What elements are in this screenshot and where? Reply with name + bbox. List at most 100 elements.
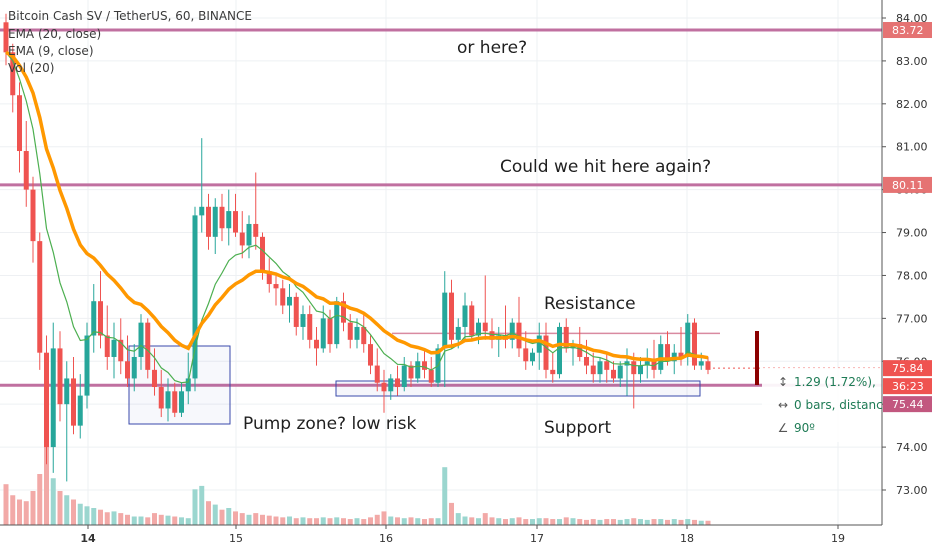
volume-bar	[658, 519, 664, 525]
volume-bar	[185, 518, 191, 525]
y-tick-label: 81.00	[896, 141, 928, 154]
volume-bar	[111, 511, 117, 525]
candle-body	[287, 296, 292, 306]
candle-body	[388, 378, 394, 392]
volume-bar	[91, 508, 97, 525]
annotation-pump-zone[interactable]: Pump zone? low risk	[243, 414, 417, 434]
volume-bar	[590, 519, 596, 525]
volume-bar	[455, 513, 461, 525]
volume-bar	[84, 506, 90, 525]
volume-bar	[260, 514, 265, 525]
candle-body	[17, 95, 22, 152]
volume-bar	[449, 502, 454, 525]
y-tick-label: 84.00	[896, 12, 928, 25]
measure-change: ↕ 1.29 (1.72%),	[772, 375, 876, 389]
volume-bar	[172, 516, 178, 525]
candle-body	[64, 378, 70, 405]
volume-bar	[435, 518, 441, 525]
candle-body	[314, 339, 319, 349]
candle-body	[320, 318, 326, 349]
volume-bar	[489, 517, 495, 525]
annotation-support[interactable]: Support	[544, 418, 612, 438]
volume-bar	[671, 519, 677, 525]
candle-body	[293, 296, 299, 327]
volume-bar	[280, 517, 286, 525]
candle-body	[678, 352, 684, 357]
y-tick-label: 74.00	[896, 441, 928, 454]
volume-bar	[125, 514, 130, 525]
price-tag	[883, 360, 932, 377]
candle-body	[239, 232, 245, 246]
candle-body	[273, 284, 279, 289]
candle-body	[23, 151, 29, 190]
candle-body	[658, 344, 664, 370]
volume-bar	[57, 491, 63, 525]
candle-body	[30, 189, 36, 242]
candle-body	[50, 348, 56, 448]
candle-body	[361, 326, 367, 345]
candle-body	[462, 305, 468, 327]
volume-bar	[30, 491, 36, 525]
volume-bar	[624, 519, 630, 525]
volume-bar	[388, 516, 394, 525]
candle-body	[44, 352, 49, 448]
volume-bar	[469, 517, 475, 525]
candle-body	[422, 361, 427, 370]
candle-body	[401, 365, 407, 388]
horizontal-arrows-icon: ↔	[777, 398, 789, 412]
volume-bar	[226, 508, 232, 525]
volume-bar	[307, 518, 313, 525]
x-tick-label: 14	[80, 532, 96, 545]
candle-body	[334, 301, 340, 345]
candle-body	[563, 326, 569, 349]
candle-body	[233, 211, 238, 233]
price-tag	[883, 22, 932, 39]
candle-body	[516, 322, 522, 349]
grid	[0, 0, 882, 525]
volume-bar	[300, 517, 306, 525]
annotation-resistance[interactable]: Resistance	[544, 294, 636, 314]
volume-bar	[577, 519, 583, 525]
legend-ema20[interactable]: EMA (20, close)	[8, 27, 102, 41]
candle-body	[77, 395, 83, 426]
candle-body	[158, 387, 164, 409]
volume-bar	[206, 501, 211, 525]
candle-body	[84, 335, 90, 396]
volume-bar	[516, 517, 522, 525]
candle-body	[374, 365, 380, 383]
volume-bar	[698, 520, 704, 525]
candle-body	[260, 236, 265, 272]
volume-bar	[604, 519, 610, 525]
annotation-top[interactable]: or here?	[457, 38, 528, 58]
volume-bar	[179, 517, 184, 525]
volume-bar	[347, 519, 353, 525]
volume-bar	[77, 503, 83, 525]
volume-bar	[327, 518, 333, 525]
annotation-middle[interactable]: Could we hit here again?	[500, 157, 712, 177]
volume-bar	[401, 518, 407, 525]
candle-body	[631, 361, 637, 375]
candle-body	[415, 361, 421, 379]
volume-bar	[23, 501, 29, 525]
candle-body	[536, 335, 542, 353]
candle-body	[644, 361, 650, 366]
volume-bar	[617, 519, 623, 525]
candle-body	[10, 52, 16, 96]
price-tag	[883, 176, 932, 193]
legend-volume[interactable]: Vol (20)	[8, 61, 55, 75]
volume-bar	[368, 517, 373, 525]
candle-body	[71, 378, 76, 426]
legend-ema9[interactable]: EMA (9, close)	[8, 44, 94, 58]
candle-body	[455, 326, 461, 340]
volume-bar	[374, 514, 380, 525]
volume-bar	[442, 467, 448, 525]
candle-body	[604, 361, 610, 370]
y-tick-label: 83.00	[896, 55, 928, 68]
volume-bar	[341, 518, 346, 525]
candle-body	[111, 339, 117, 357]
candle-body	[530, 352, 535, 362]
candle-body	[489, 331, 495, 340]
volume-bar	[334, 517, 340, 525]
